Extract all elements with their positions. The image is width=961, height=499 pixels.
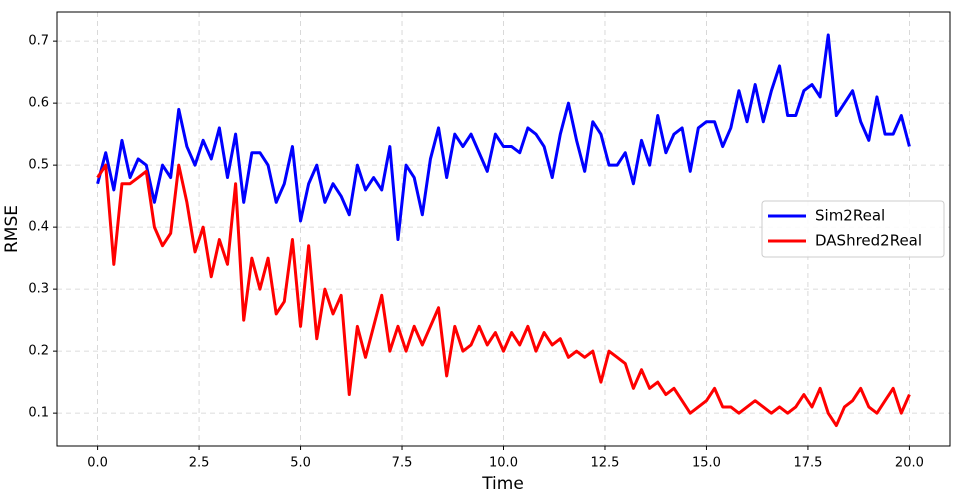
x-tick-label: 5.0 [290,456,311,471]
x-axis-label: Time [481,474,524,494]
x-tick-label: 12.5 [591,456,620,471]
x-tick-label: 17.5 [793,456,822,471]
legend-label: Sim2Real [815,207,885,225]
y-axis-label: RMSE [2,205,22,253]
y-tick-label: 0.7 [28,34,49,49]
y-tick-label: 0.6 [28,96,49,111]
y-tick-label: 0.5 [28,158,49,173]
y-tick-label: 0.4 [28,220,49,235]
x-tick-label: 0.0 [87,456,108,471]
x-tick-label: 15.0 [692,456,721,471]
y-tick-label: 0.2 [28,344,49,359]
x-tick-label: 2.5 [189,456,210,471]
x-tick-label: 7.5 [392,456,413,471]
plot-frame [56,11,951,447]
legend-label: DAShred2Real [815,232,922,250]
y-tick-label: 0.1 [28,406,49,421]
legend: Sim2Real DAShred2Real [761,200,945,258]
y-tick-label: 0.3 [28,282,49,297]
legend-box [761,200,945,258]
line [96,163,911,428]
x-tick-label: 10.0 [489,456,518,471]
x-tick-label: 20.0 [895,456,924,471]
line [96,33,911,242]
